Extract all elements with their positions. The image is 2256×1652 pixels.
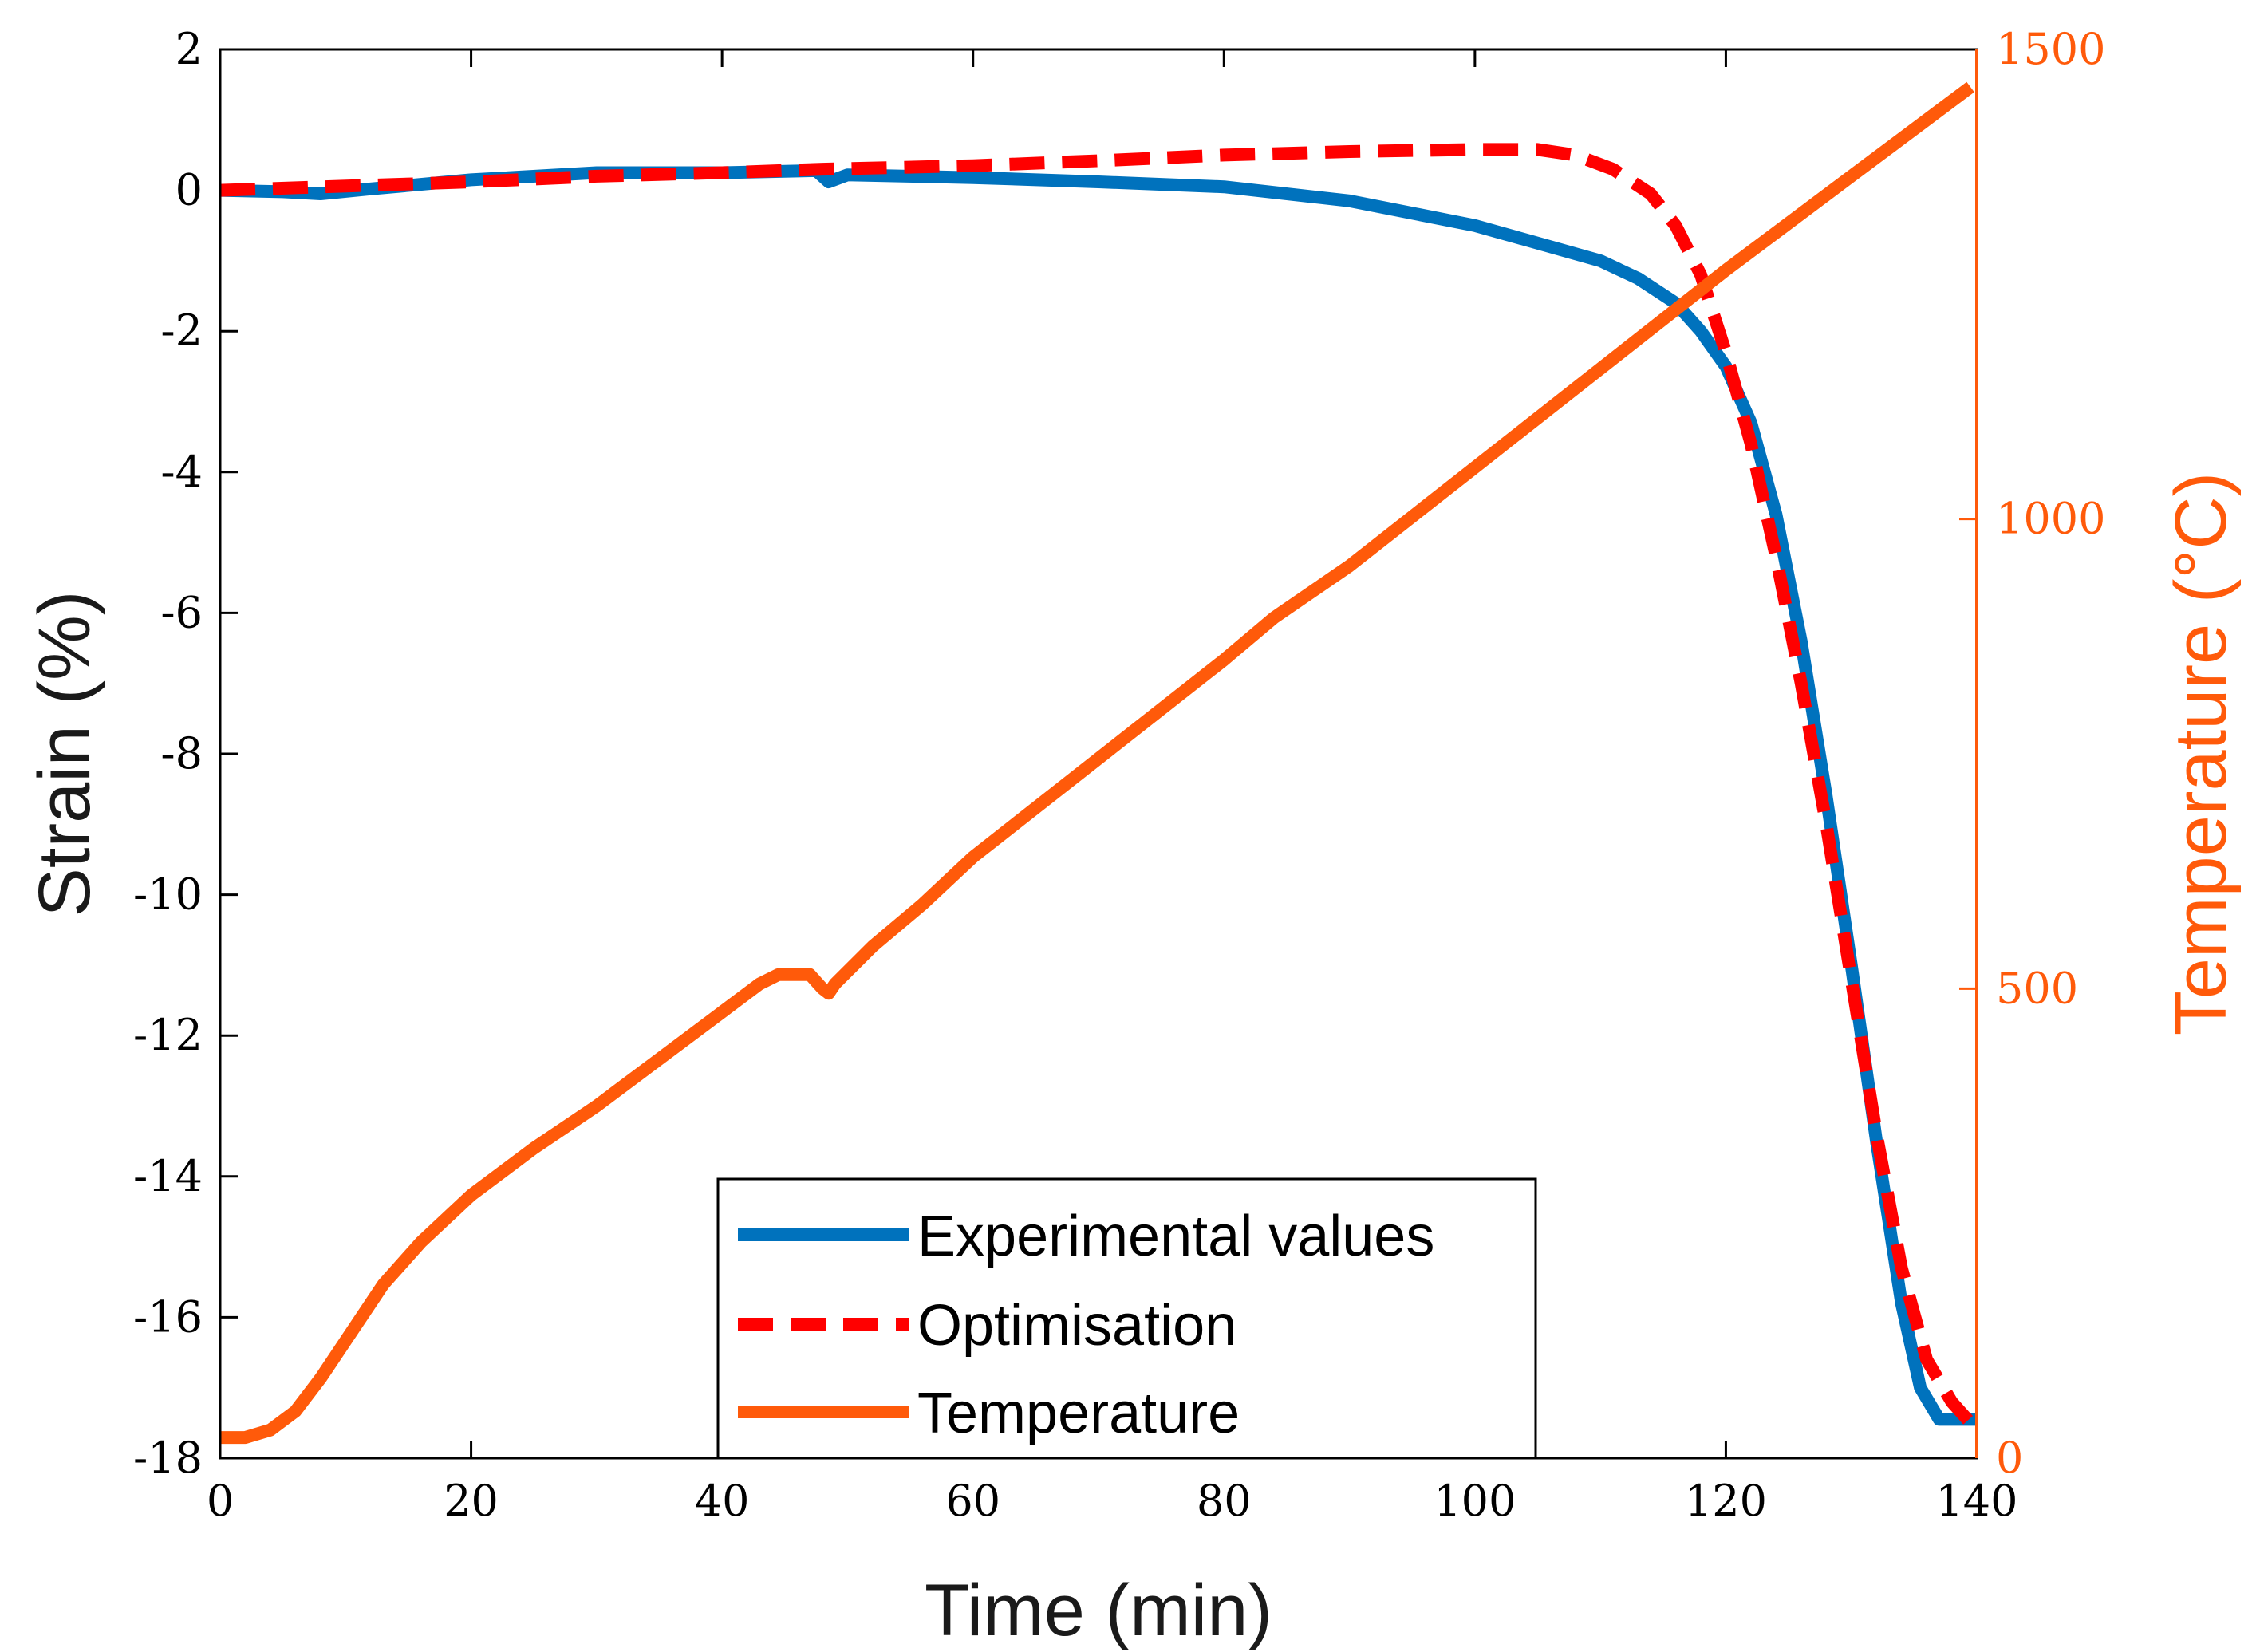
legend-label-optimisation: Optimisation	[917, 1294, 1236, 1358]
y-left-tick-label: 0	[176, 165, 203, 215]
legend-label-experimental: Experimental values	[917, 1205, 1434, 1268]
y-left-tick-label: 2	[176, 24, 203, 74]
y-right-tick-label: 1000	[1996, 494, 2105, 544]
y-left-tick-label: -8	[160, 728, 203, 779]
y-right-tick-label: 500	[1996, 963, 2078, 1013]
x-tick-label: 20	[444, 1476, 499, 1526]
x-tick-label: 140	[1935, 1476, 2017, 1526]
y-left-tick-label: -10	[133, 869, 203, 920]
x-tick-label: 40	[695, 1476, 750, 1526]
y-left-tick-label: -18	[133, 1433, 203, 1483]
y-right-tick-label: 0	[1996, 1433, 2023, 1483]
legend-label-temperature: Temperature	[917, 1382, 1240, 1445]
y-left-tick-label: -4	[160, 447, 203, 497]
y-left-tick-label: -14	[133, 1151, 203, 1201]
y-right-tick-label: 1500	[1996, 24, 2105, 74]
y-axis-left-label: Strain (%)	[24, 591, 105, 917]
y-left-tick-label: -2	[160, 306, 203, 356]
legend: Experimental values Optimisation Tempera…	[716, 1177, 1537, 1460]
x-tick-label: 0	[207, 1476, 234, 1526]
x-tick-label: 60	[945, 1476, 1000, 1526]
y-left-tick-label: -16	[133, 1291, 203, 1342]
y-left-tick-label: -6	[160, 587, 203, 637]
series-layer	[219, 81, 1977, 1445]
series-line-optimisation	[219, 143, 1976, 1428]
x-tick-label: 100	[1434, 1476, 1516, 1526]
x-tick-label: 80	[1197, 1476, 1252, 1526]
tick-layer: 0 20 40 60 80 100 120 14020-2-4-6-8-10-12-14-16…	[133, 24, 2105, 1526]
y-left-tick-label: -12	[133, 1010, 203, 1060]
x-axis-label: Time (min)	[925, 1570, 1272, 1651]
series-line-temperature	[220, 81, 1974, 1445]
y-axis-right-label: Temperature (°C)	[2160, 472, 2242, 1036]
x-tick-label: 120	[1685, 1476, 1767, 1526]
